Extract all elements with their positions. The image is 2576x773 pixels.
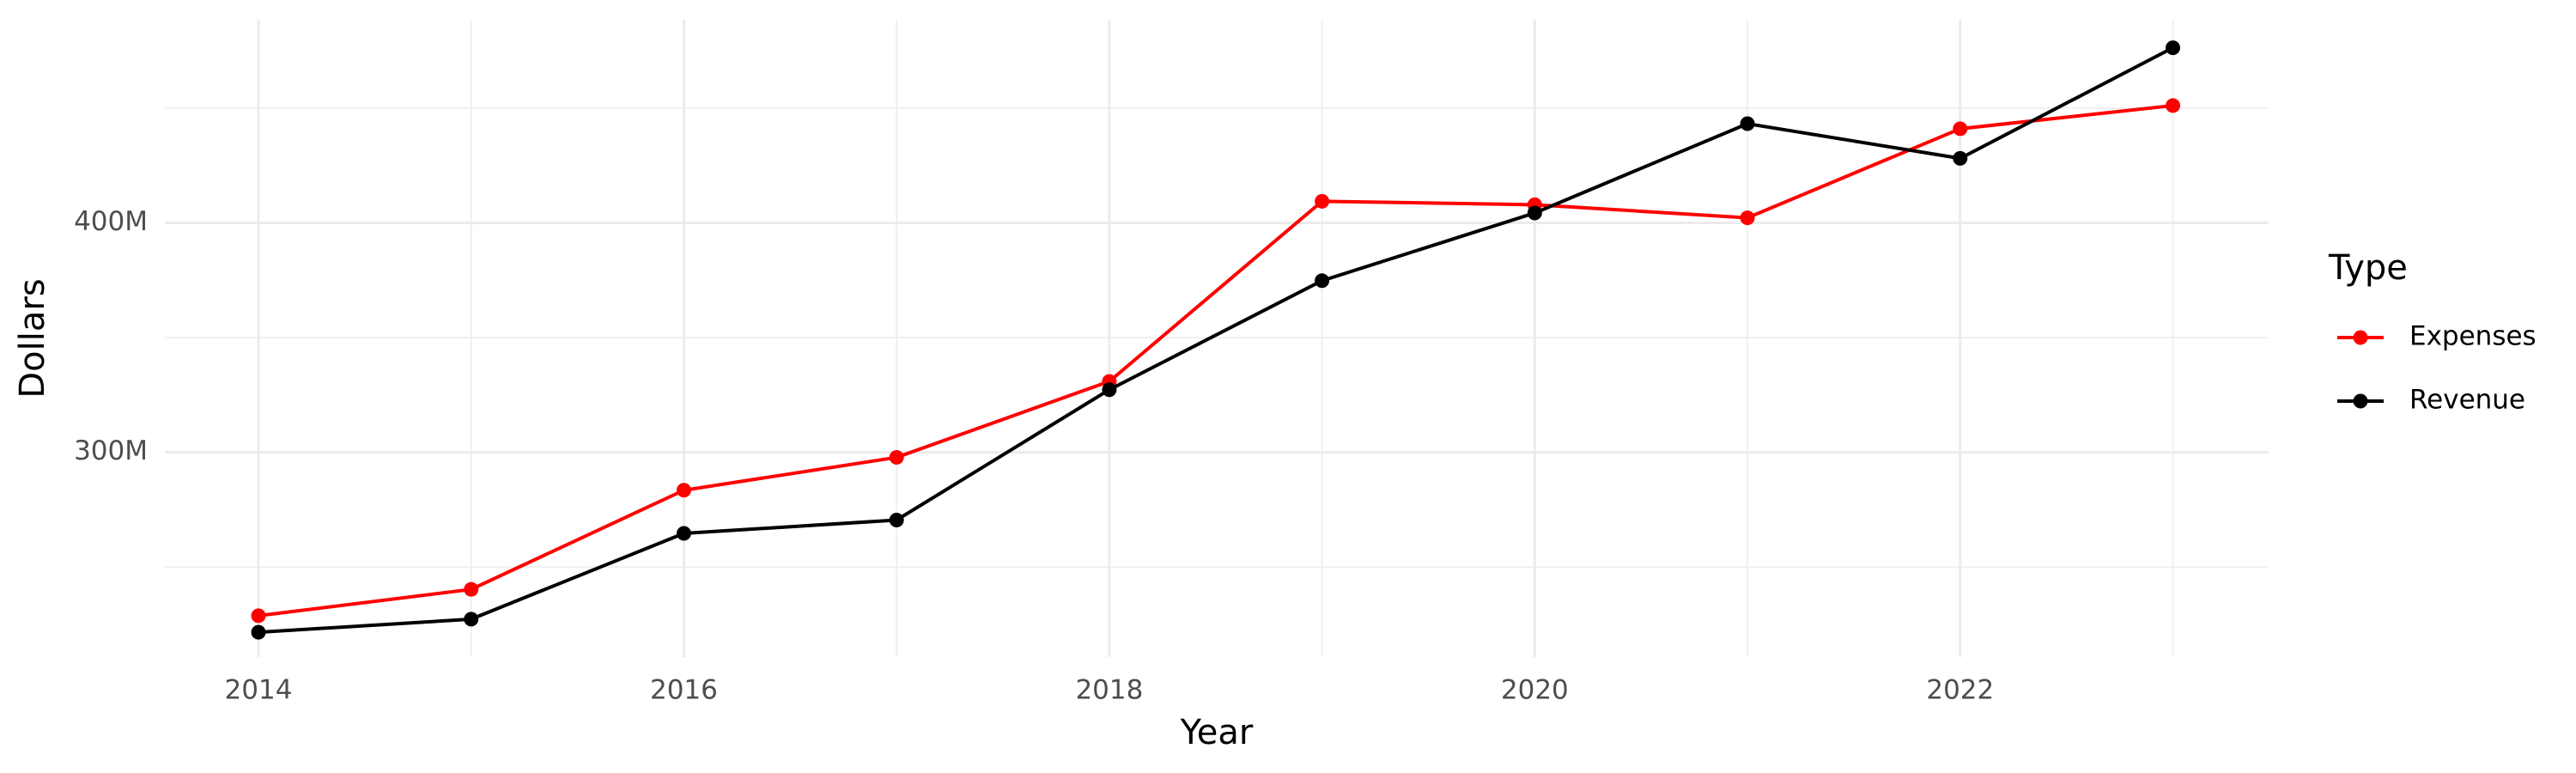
legend-label: Expenses: [2409, 321, 2537, 352]
x-tick-label: 2022: [1926, 675, 1994, 706]
data-point: [2166, 98, 2181, 113]
legend-point: [2353, 393, 2368, 409]
data-point: [1953, 150, 1968, 166]
data-point: [1953, 121, 1968, 137]
data-point: [1740, 116, 1755, 131]
legend-title: Type: [2328, 248, 2408, 288]
data-point: [251, 624, 266, 640]
series-line: [258, 46, 2174, 635]
data-point: [676, 526, 691, 541]
data-point: [1527, 205, 1542, 221]
legend-point: [2353, 330, 2368, 345]
y-tick-label: 300M: [74, 435, 148, 466]
data-point: [251, 608, 266, 624]
data-point: [1315, 193, 1330, 209]
x-axis-title: Year: [1180, 713, 1254, 752]
y-tick-label: 400M: [74, 206, 148, 237]
data-point: [1102, 382, 1117, 398]
data-point: [464, 612, 479, 627]
data-point: [2166, 40, 2181, 56]
x-tick-label: 2016: [650, 675, 718, 706]
y-axis-title: Dollars: [13, 278, 52, 398]
data-point: [1740, 210, 1755, 226]
x-tick-label: 2018: [1075, 675, 1143, 706]
x-tick-label: 2020: [1501, 675, 1569, 706]
data-point: [464, 581, 479, 597]
data-point: [1315, 273, 1330, 289]
data-point: [676, 483, 691, 498]
data-point: [889, 450, 904, 466]
series-line: [258, 103, 2173, 618]
legend-label: Revenue: [2409, 385, 2525, 416]
x-tick-label: 2014: [225, 675, 293, 706]
data-point: [889, 512, 904, 527]
